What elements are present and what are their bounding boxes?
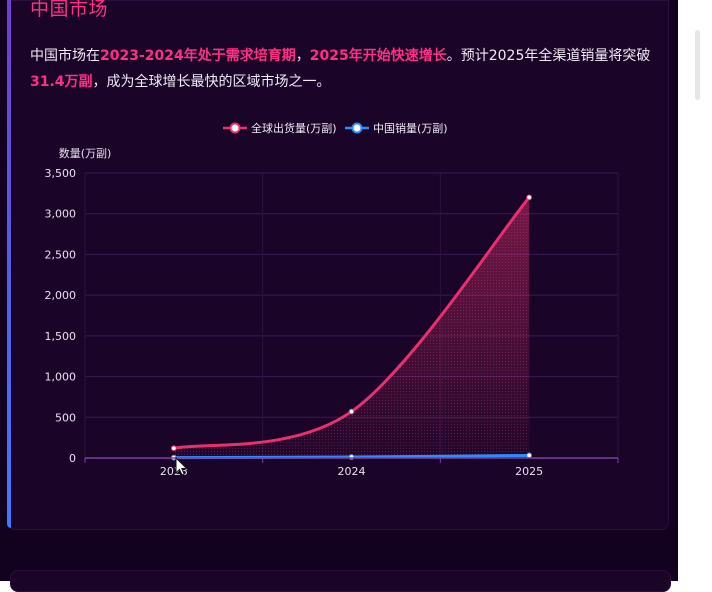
legend-label: 中国销量(万副)	[373, 121, 448, 135]
data-point	[348, 408, 355, 415]
mouse-cursor-icon	[175, 456, 188, 476]
y-tick-label: 3,000	[45, 208, 77, 221]
description-highlight: 2025年开始快速增长	[309, 48, 447, 64]
y-tick-label: 2,000	[45, 289, 77, 302]
legend-item[interactable]: 全球出货量(万副)	[223, 121, 337, 135]
legend-marker-icon	[229, 122, 241, 134]
scrollbar-thumb[interactable]	[695, 30, 700, 100]
y-tick-label: 3,500	[45, 167, 77, 180]
description-text: 。预计2025年全渠道销量将突破	[446, 48, 651, 64]
x-tick-label: 2024	[338, 465, 366, 478]
card-accent-bar	[7, 0, 11, 528]
series-line	[172, 195, 531, 450]
legend-item[interactable]: 中国销量(万副)	[345, 121, 448, 135]
description-text: ，成为全球增长最快的区域市场之一。	[92, 74, 331, 90]
description-highlight: 31.4万副	[30, 74, 93, 90]
y-axis-label: 数量(万副)	[59, 147, 112, 160]
series-area-texture	[173, 197, 530, 458]
y-axis-ticks: 0 500 1,000 1,500 2,000 2,500 3,000 3,500	[45, 167, 77, 465]
x-tick-label: 2025	[515, 465, 543, 478]
legend-label: 全球出货量(万副)	[251, 121, 337, 135]
y-tick-label: 500	[55, 411, 76, 424]
y-tick-label: 1,000	[45, 371, 77, 384]
data-point	[170, 445, 177, 452]
description-paragraph: 中国市场在2023-2024年处于需求培育期，2025年开始快速增长。预计202…	[30, 43, 662, 95]
legend-marker-icon	[351, 122, 363, 134]
y-tick-label: 0	[69, 452, 76, 465]
chart-areas	[173, 197, 530, 458]
data-point	[526, 194, 533, 201]
description-text: ，	[295, 48, 310, 64]
description-highlight: 2023-2024年处于需求培育期	[100, 48, 296, 64]
line-chart: 全球出货量(万副) 中国销量(万副) 数量(万副) 0 500 1,000 1,500 2…	[45, 121, 619, 478]
chart-legend[interactable]: 全球出货量(万副) 中国销量(万副)	[223, 121, 448, 135]
next-card	[10, 570, 671, 592]
x-axis: 2023 2024 2025	[84, 457, 619, 478]
data-point	[526, 452, 533, 459]
y-tick-label: 2,500	[45, 248, 77, 261]
section-title: 中国市场	[30, 0, 109, 20]
description-text: 中国市场在	[30, 48, 100, 64]
y-tick-label: 1,500	[45, 330, 77, 343]
